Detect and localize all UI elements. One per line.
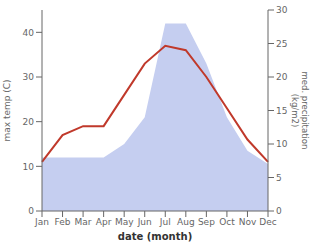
svg-text:15: 15: [276, 106, 287, 116]
svg-text:10: 10: [276, 139, 288, 149]
svg-text:Dec: Dec: [259, 217, 276, 227]
svg-text:25: 25: [276, 39, 287, 49]
svg-text:Jul: Jul: [159, 217, 171, 227]
svg-text:max temp (C): max temp (C): [8, 79, 12, 141]
svg-text:Oct: Oct: [219, 217, 235, 227]
svg-text:Aug: Aug: [177, 217, 195, 227]
svg-text:30: 30: [23, 72, 35, 82]
svg-text:Nov: Nov: [239, 217, 257, 227]
svg-text:date (month): date (month): [118, 231, 192, 242]
svg-text:Mar: Mar: [75, 217, 92, 227]
svg-text:Sep: Sep: [198, 217, 215, 227]
svg-text:Feb: Feb: [55, 217, 71, 227]
svg-text:20: 20: [23, 117, 35, 127]
svg-text:May: May: [115, 217, 134, 227]
svg-text:0: 0: [28, 206, 34, 216]
svg-text:20: 20: [276, 72, 288, 82]
svg-text:Jun: Jun: [137, 217, 152, 227]
svg-text:Apr: Apr: [96, 217, 112, 227]
svg-text:Jan: Jan: [34, 217, 49, 227]
svg-text:30: 30: [276, 5, 288, 15]
svg-text:40: 40: [23, 28, 35, 38]
svg-text:10: 10: [23, 162, 35, 172]
svg-text:5: 5: [276, 173, 282, 183]
svg-text:med. precipitation(kg/m2): med. precipitation(kg/m2): [290, 72, 310, 150]
svg-text:0: 0: [276, 206, 282, 216]
